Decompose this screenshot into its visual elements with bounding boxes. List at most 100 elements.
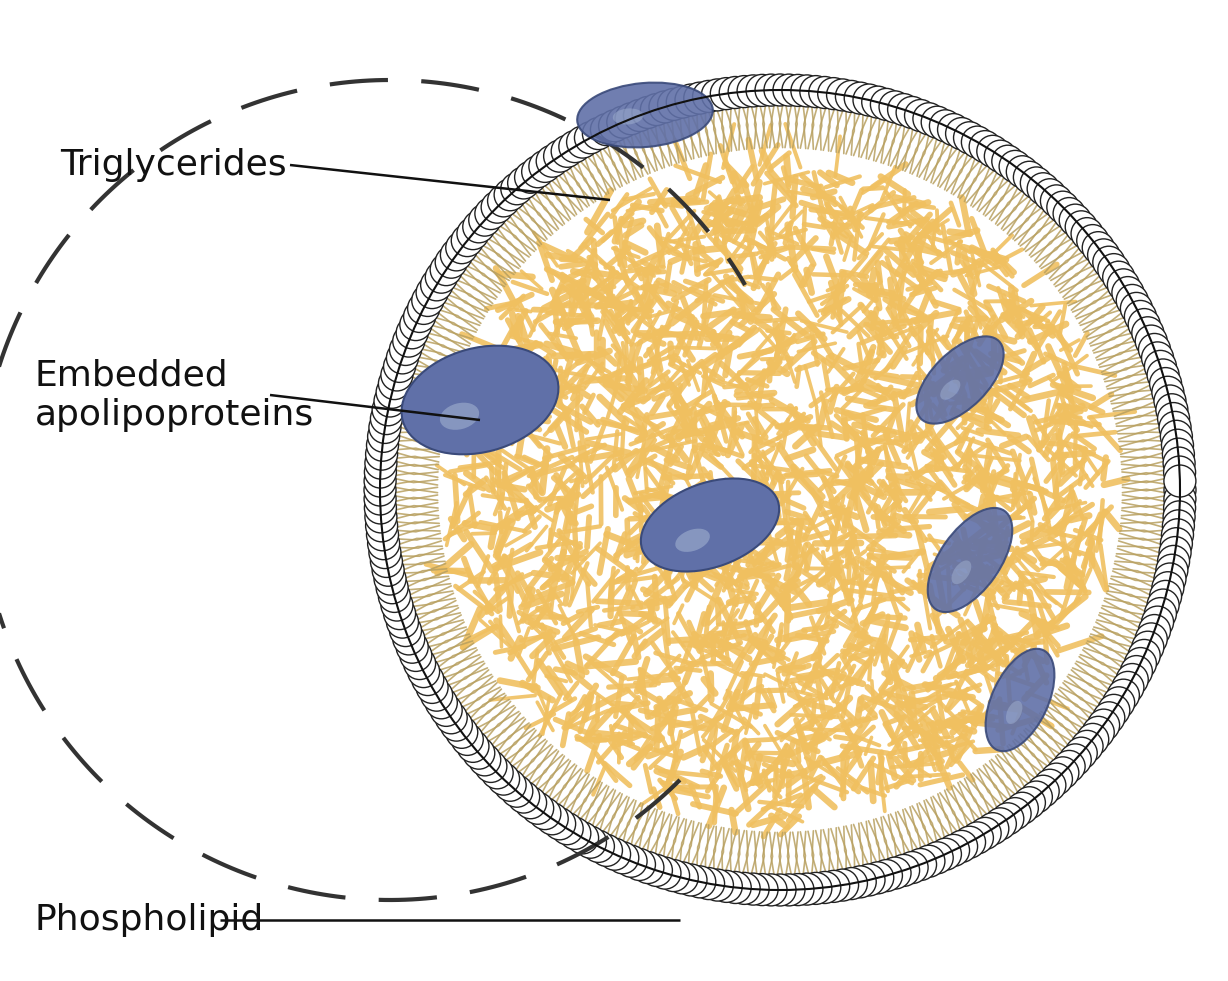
Circle shape — [368, 411, 400, 443]
Circle shape — [1108, 679, 1140, 711]
Circle shape — [1040, 763, 1072, 796]
Circle shape — [684, 866, 716, 898]
Circle shape — [1040, 184, 1072, 217]
Circle shape — [575, 826, 607, 858]
Circle shape — [1065, 211, 1098, 243]
Circle shape — [378, 581, 410, 612]
Circle shape — [1098, 254, 1130, 285]
Circle shape — [475, 197, 507, 230]
Circle shape — [1135, 623, 1168, 655]
Circle shape — [871, 859, 903, 892]
Ellipse shape — [986, 648, 1055, 751]
Circle shape — [383, 597, 415, 630]
Circle shape — [1000, 798, 1032, 830]
Circle shape — [376, 572, 408, 603]
Circle shape — [657, 88, 690, 121]
Circle shape — [675, 84, 707, 116]
Text: Triglycerides: Triglycerides — [60, 148, 286, 182]
Circle shape — [954, 122, 986, 154]
Circle shape — [372, 393, 404, 426]
Circle shape — [463, 211, 495, 243]
Circle shape — [937, 835, 970, 866]
Circle shape — [648, 857, 682, 889]
Circle shape — [501, 173, 533, 205]
Circle shape — [494, 179, 526, 211]
Circle shape — [383, 350, 415, 383]
Circle shape — [879, 857, 911, 889]
Circle shape — [457, 218, 489, 249]
Circle shape — [1111, 671, 1144, 703]
Circle shape — [1135, 325, 1168, 357]
Text: Phospholipid: Phospholipid — [36, 903, 264, 937]
Circle shape — [1138, 334, 1170, 366]
Circle shape — [1132, 317, 1164, 349]
Circle shape — [1164, 491, 1196, 524]
Circle shape — [607, 106, 639, 138]
Circle shape — [905, 849, 937, 881]
Circle shape — [737, 75, 769, 107]
Circle shape — [888, 93, 920, 126]
Circle shape — [488, 763, 519, 796]
Circle shape — [389, 614, 421, 646]
Circle shape — [720, 871, 752, 904]
Circle shape — [728, 872, 760, 904]
Circle shape — [1060, 744, 1092, 776]
Ellipse shape — [440, 402, 479, 430]
Circle shape — [710, 870, 742, 903]
Circle shape — [457, 730, 489, 762]
Circle shape — [367, 528, 399, 560]
Circle shape — [1158, 545, 1190, 578]
Ellipse shape — [577, 82, 712, 147]
Circle shape — [582, 830, 614, 862]
Circle shape — [375, 385, 406, 417]
Circle shape — [1125, 647, 1157, 680]
Circle shape — [1163, 439, 1195, 470]
Circle shape — [389, 334, 421, 366]
Circle shape — [1108, 269, 1140, 301]
Ellipse shape — [952, 560, 971, 584]
Circle shape — [930, 838, 962, 870]
Circle shape — [400, 640, 432, 671]
Circle shape — [667, 862, 699, 894]
Ellipse shape — [941, 380, 960, 400]
Circle shape — [879, 91, 911, 123]
Circle shape — [747, 75, 779, 106]
Circle shape — [1046, 191, 1079, 223]
Circle shape — [835, 80, 867, 113]
Circle shape — [515, 787, 546, 819]
Circle shape — [559, 817, 591, 850]
Circle shape — [441, 709, 473, 741]
Circle shape — [416, 671, 448, 703]
Circle shape — [1046, 757, 1079, 789]
Circle shape — [537, 802, 569, 835]
Ellipse shape — [641, 479, 780, 572]
Circle shape — [755, 75, 787, 106]
Circle shape — [1071, 218, 1103, 249]
Circle shape — [985, 140, 1017, 173]
Circle shape — [363, 465, 397, 497]
Circle shape — [507, 167, 539, 199]
Circle shape — [684, 82, 716, 114]
Circle shape — [463, 737, 495, 769]
Circle shape — [615, 846, 647, 877]
Circle shape — [888, 854, 920, 887]
Circle shape — [598, 838, 630, 870]
Circle shape — [1163, 510, 1195, 542]
Circle shape — [421, 269, 453, 301]
Circle shape — [1116, 284, 1148, 317]
Circle shape — [397, 317, 429, 349]
Text: Embedded
apolipoproteins: Embedded apolipoproteins — [36, 358, 314, 432]
Circle shape — [363, 474, 395, 506]
Circle shape — [693, 80, 725, 113]
Circle shape — [853, 864, 885, 896]
Circle shape — [411, 663, 443, 696]
Circle shape — [400, 309, 432, 340]
Ellipse shape — [613, 109, 643, 125]
Circle shape — [946, 830, 977, 862]
Circle shape — [494, 769, 526, 801]
Circle shape — [1154, 385, 1186, 417]
Circle shape — [818, 77, 850, 110]
Circle shape — [393, 325, 425, 357]
Circle shape — [772, 75, 806, 106]
Circle shape — [411, 284, 443, 317]
